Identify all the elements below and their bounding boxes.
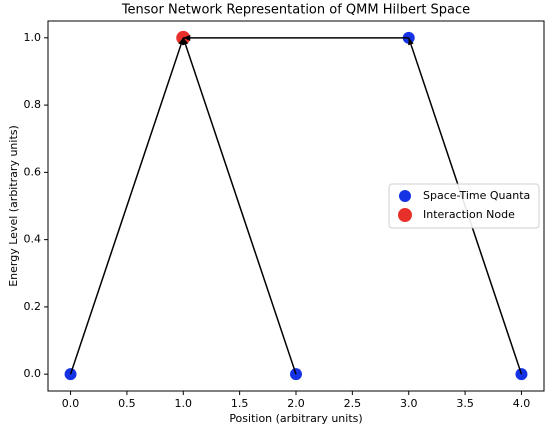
x-tick-label: 0.5 (118, 397, 136, 410)
legend-marker (399, 190, 411, 202)
edge-arrow (69, 37, 184, 375)
x-tick-label: 0.0 (62, 397, 80, 410)
legend-marker (398, 208, 412, 222)
y-tick-label: 0.4 (24, 233, 42, 246)
x-tick-label: 1.5 (231, 397, 249, 410)
y-tick-label: 0.0 (24, 367, 42, 380)
x-tick-label: 4.0 (513, 397, 531, 410)
x-axis-label: Position (arbitrary units) (229, 412, 362, 425)
y-tick-label: 1.0 (24, 31, 42, 44)
plot-frame (47, 20, 545, 392)
x-tick-label: 3.5 (456, 397, 474, 410)
edge-arrow (182, 37, 297, 375)
x-tick-label: 1.0 (175, 397, 193, 410)
legend-label: Space-Time Quanta (423, 189, 530, 202)
y-tick-label: 0.2 (24, 300, 42, 313)
y-tick-label: 0.8 (24, 98, 42, 111)
x-tick-label: 3.0 (400, 397, 418, 410)
legend-label: Interaction Node (423, 208, 515, 221)
x-tick-label: 2.0 (287, 397, 305, 410)
chart-title: Tensor Network Representation of QMM Hil… (121, 3, 470, 18)
legend-box (388, 183, 540, 229)
x-tick-label: 2.5 (344, 397, 362, 410)
y-tick-label: 0.6 (24, 165, 42, 178)
y-axis-label: Energy Level (arbitrary units) (7, 125, 20, 287)
